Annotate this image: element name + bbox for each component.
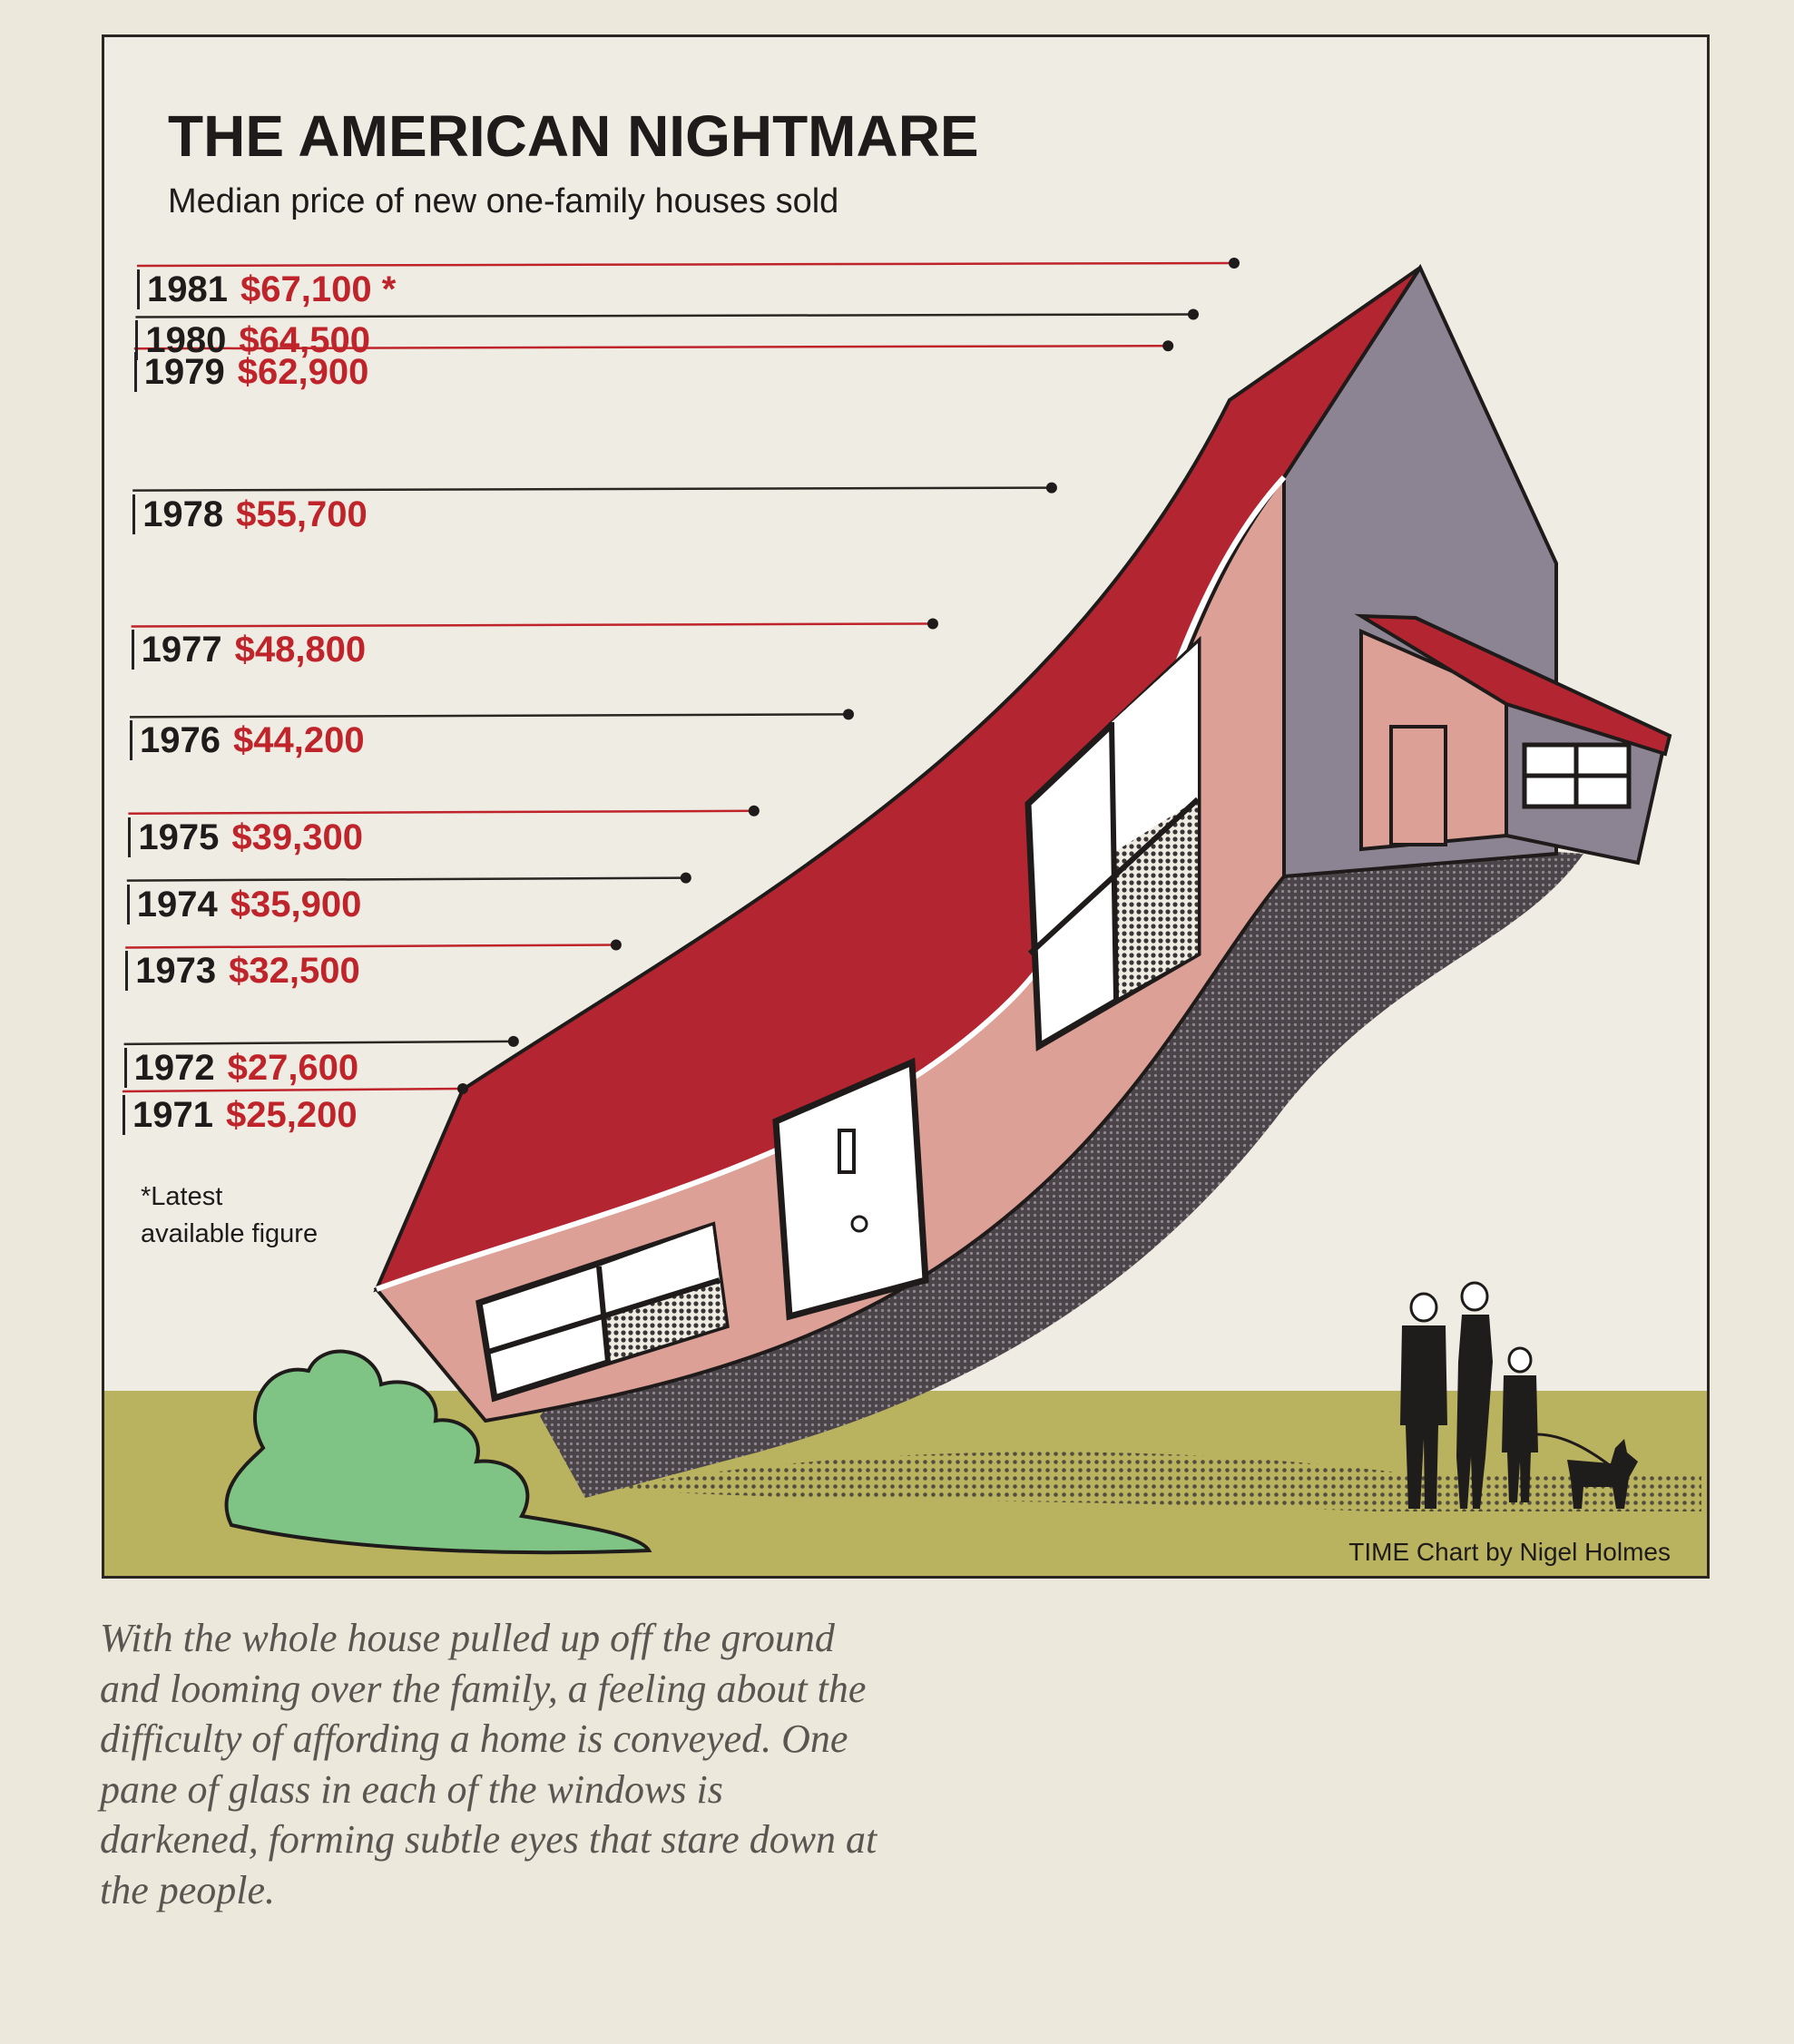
year-price-label: 1980 $64,500	[135, 320, 370, 361]
year-price-label: 1975 $39,300	[128, 817, 363, 857]
data-point	[610, 939, 622, 951]
year-label: 1977	[141, 630, 222, 670]
price-label: $25,200	[225, 1095, 358, 1135]
leader-line	[131, 622, 933, 628]
figure-caption: With the whole house pulled up off the g…	[100, 1616, 877, 1912]
leader-line	[129, 713, 849, 719]
data-point	[507, 1035, 519, 1047]
year-price-label: 1978 $55,700	[132, 494, 368, 534]
year-price-label: 1972 $27,600	[123, 1047, 359, 1088]
leader-line	[128, 809, 754, 816]
footnote: *Latest available figure	[141, 1182, 319, 1248]
year-label: 1978	[142, 494, 224, 534]
price-label: $27,600	[227, 1047, 359, 1088]
data-point	[457, 1083, 468, 1094]
price-label: $67,100	[240, 269, 372, 309]
price-label: $64,500	[239, 320, 370, 361]
data-point	[1045, 482, 1057, 494]
porch-roof	[1354, 613, 1672, 757]
data-point	[1229, 258, 1240, 269]
price-label: $39,300	[231, 817, 363, 857]
price-label: $44,200	[232, 720, 365, 761]
year-label: 1972	[133, 1047, 215, 1088]
year-label: 1974	[136, 884, 218, 924]
chart-subtitle: Median price of new one-family houses so…	[168, 182, 839, 220]
leader-line	[125, 944, 616, 949]
price-label: $35,900	[230, 884, 362, 924]
year-price-label: 1974 $35,900	[126, 884, 362, 924]
leader-line	[133, 344, 1169, 350]
data-point	[926, 618, 938, 630]
data-point	[843, 709, 855, 720]
year-label: 1981	[147, 269, 228, 309]
year-label: 1979	[143, 352, 225, 393]
year-label: 1980	[145, 320, 227, 361]
year-price-label: 1971 $25,200	[123, 1095, 358, 1135]
asterisk-mark: *	[371, 269, 397, 309]
front-door	[772, 1057, 929, 1321]
price-label: $55,700	[236, 494, 368, 534]
data-point	[1162, 340, 1174, 352]
data-point	[680, 872, 691, 884]
lower-window	[475, 1221, 730, 1403]
year-price-label: 1976 $44,200	[130, 720, 365, 761]
price-label: $32,500	[229, 951, 360, 992]
price-label: $48,800	[234, 630, 367, 670]
year-price-label: 1981 $67,100 *	[137, 269, 396, 309]
leader-line	[126, 876, 686, 882]
year-label: 1973	[135, 951, 217, 992]
year-price-label: 1973 $32,500	[125, 951, 360, 992]
leader-line	[136, 261, 1235, 268]
data-point	[1188, 308, 1200, 320]
year-price-label: 1977 $48,800	[131, 630, 367, 670]
year-label: 1976	[140, 720, 221, 761]
year-label: 1971	[132, 1095, 213, 1135]
price-label: $62,900	[237, 352, 369, 393]
leader-line	[122, 1087, 464, 1093]
upper-window	[1024, 635, 1201, 1051]
year-label: 1975	[138, 817, 220, 857]
roof-edge	[375, 474, 1287, 1292]
leader-line	[135, 313, 1194, 318]
leader-line	[132, 486, 1052, 492]
house-illustration	[104, 258, 1707, 1576]
year-price-label: 1979 $62,900	[133, 352, 369, 393]
chart-credit: TIME Chart by Nigel Holmes	[1348, 1538, 1671, 1566]
back-door	[1389, 725, 1447, 846]
porch-window	[1522, 742, 1632, 809]
bush	[224, 1349, 652, 1555]
chart-frame: THE AMERICAN NIGHTMARE Median price of n…	[102, 34, 1710, 1579]
leader-line	[123, 1040, 514, 1046]
chart-title: THE AMERICAN NIGHTMARE	[168, 103, 979, 169]
family-illustration	[1400, 1281, 1638, 1509]
data-point	[748, 805, 760, 817]
